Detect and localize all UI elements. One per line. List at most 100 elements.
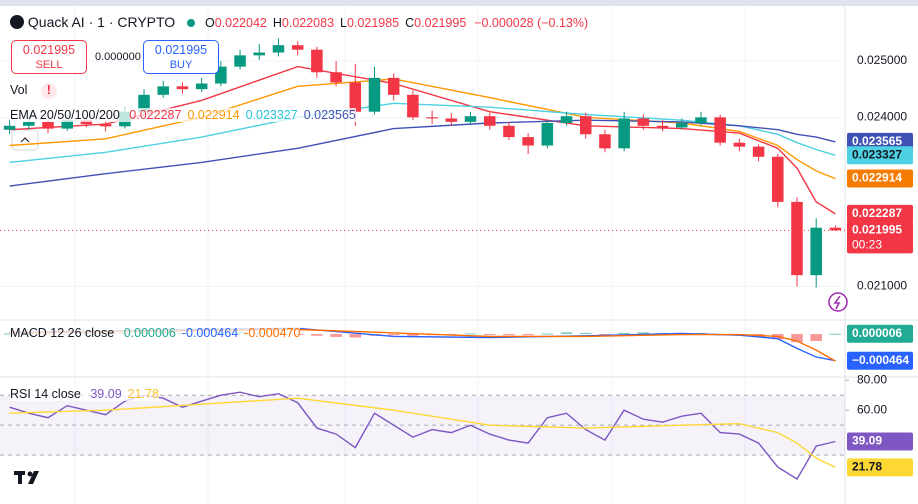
candle-body (599, 134, 611, 149)
histogram-bar (503, 334, 515, 336)
candle-body (138, 94, 150, 112)
candle-body (407, 94, 419, 118)
sell-button[interactable]: 0.021995 SELL (11, 40, 87, 74)
tv-logo (14, 471, 39, 484)
candle-body (387, 77, 400, 95)
candle-body (80, 120, 93, 125)
vertical-grid (74, 6, 746, 504)
volume-legend: Vol ! (10, 83, 57, 99)
candle-body (503, 125, 515, 138)
candle-body (253, 52, 266, 56)
price-tag-label: −0.000464 (852, 353, 909, 367)
legend-value: 0.023327 (245, 108, 298, 122)
price-tag-label: 0.021995 (852, 223, 902, 237)
top-strip (0, 0, 918, 6)
candle-body (810, 227, 822, 276)
candle-body (695, 117, 707, 123)
candle-body (291, 45, 304, 50)
buy-button[interactable]: 0.021995 BUY (143, 40, 219, 74)
candle-body (195, 83, 208, 90)
price-tag-label: 39.09 (852, 434, 882, 448)
candle-body (368, 77, 381, 112)
price-tag (847, 204, 913, 223)
price-tag-label: 0.022914 (852, 171, 902, 185)
macd-legend: MACD 12 26 close 0.000006 -0.000464 -0.000… (10, 326, 301, 340)
y-tick-label: 0.021000 (857, 279, 907, 293)
sell-label: SELL (35, 59, 63, 71)
indicator-line (9, 65, 836, 215)
collapse-button[interactable] (11, 129, 39, 151)
legend-value: -0.000464 (181, 326, 239, 340)
ohlc-value: 0.021985 (346, 16, 400, 30)
candle-body (349, 82, 362, 112)
candle-body (522, 137, 534, 146)
legend-value: 0.000006 (123, 326, 176, 340)
logo-part (18, 471, 22, 484)
candle-body (426, 117, 438, 119)
price-tag (847, 324, 913, 343)
countdown: 00:23 (852, 238, 882, 252)
candle-body (483, 116, 496, 126)
ohlc: O0.022042 H0.022083 L0.021985 C0.021995 (205, 16, 466, 30)
candle-body (157, 86, 169, 95)
candle-body (445, 118, 458, 122)
histogram-bar (637, 332, 650, 335)
candle-body (772, 156, 784, 202)
y-tick-label: 0.024000 (857, 110, 907, 124)
candle-body (676, 122, 688, 128)
price-tag-label: 21.78 (852, 460, 882, 474)
candle-body (714, 117, 726, 143)
volume-warning[interactable]: ! (40, 83, 57, 99)
indicator-line (9, 78, 836, 180)
price-tag (847, 146, 913, 165)
y-tick-label: 60.00 (857, 402, 887, 416)
status-dot (187, 19, 196, 27)
candle-body (560, 116, 573, 123)
buy-label: BUY (169, 59, 193, 71)
indicator-line (9, 397, 836, 469)
alert-icon[interactable] (828, 292, 848, 312)
histogram-bar (330, 334, 342, 337)
histogram-bar (387, 334, 400, 336)
candle-body (541, 122, 554, 146)
histogram-bar (522, 334, 534, 336)
candle-body (829, 227, 842, 231)
candle-body (23, 121, 35, 126)
logo-part (27, 471, 33, 477)
price-tag-label: 0.000006 (852, 326, 902, 340)
ohlc-key: O (204, 16, 215, 30)
candle-body (176, 86, 189, 90)
candle-body (61, 120, 73, 129)
histogram-bar (541, 333, 554, 335)
candle-body (311, 49, 323, 73)
y-tick-label: 0.025000 (857, 53, 907, 67)
legend-value: 0.022287 (129, 108, 182, 122)
candle-body (42, 121, 54, 129)
candle-body (215, 66, 227, 84)
logo-part (28, 471, 39, 484)
ohlc-key: C (405, 16, 415, 30)
ohlc-value: 0.022042 (214, 16, 267, 30)
sell-price: 0.021995 (22, 43, 76, 57)
candle-body (733, 142, 746, 147)
price-tag-label: 0.022287 (852, 206, 902, 220)
histogram-bar (311, 334, 323, 336)
histogram-bar (349, 334, 362, 338)
volume-label: Vol (10, 83, 28, 97)
legend-label: RSI 14 close (10, 387, 81, 401)
y-tick-label: 80.00 (857, 372, 887, 386)
symbol: Quack AI · 1 · CRYPTO (27, 14, 176, 30)
histogram-bar (791, 334, 803, 343)
histogram-bar (829, 333, 842, 335)
candle-body (330, 72, 342, 83)
candle-body (752, 146, 765, 157)
symbol-icon (10, 15, 24, 29)
legend-value: 21.78 (127, 387, 159, 401)
change: −0.000028 (−0.13%) (474, 16, 589, 30)
price-tag (847, 351, 913, 370)
price-tag-label: 0.023327 (852, 147, 902, 161)
ohlc-key: H (272, 16, 282, 30)
candle-body (791, 201, 803, 276)
price-tag (847, 458, 913, 477)
legend-value: 0.022914 (187, 108, 240, 122)
